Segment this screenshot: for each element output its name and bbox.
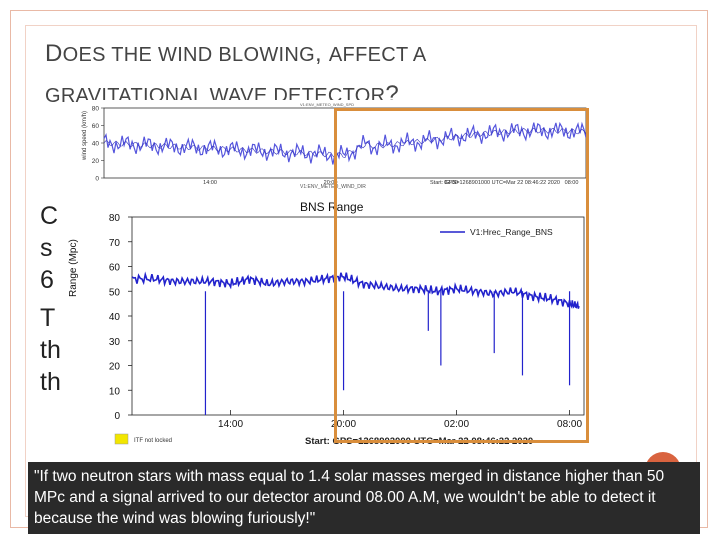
bns-x-ticks: 14:00 20:00 02:00 08:00	[218, 410, 583, 430]
bns-chart-start-text: Start: GPS=1268902000 UTC=Mar 22 08:46:2…	[305, 436, 533, 447]
title-word-1: OES THE WIND BLOWING	[62, 44, 315, 66]
wind-chart-ylabel: wind speed (km/h)	[82, 111, 88, 161]
wind-y-tick-label: 60	[92, 123, 100, 130]
bns-x-tick-label: 14:00	[218, 419, 243, 430]
bns-y-tick-label: 60	[109, 263, 121, 274]
caption-box: "If two neutron stars with mass equal to…	[28, 462, 700, 534]
bns-y-tick-label: 70	[109, 238, 121, 249]
body-fragment-4: th	[40, 336, 61, 364]
title-comma: ,	[314, 40, 329, 67]
wind-x-tick-label: 08:00	[565, 180, 579, 186]
wind-speed-series-envelope	[103, 127, 587, 158]
wind-y-ticks: 0 20 40 60 80	[92, 106, 104, 183]
title-line-1: DOES THE WIND BLOWING, AFFECT A	[45, 34, 665, 75]
bns-chart-svg: BNS Range Range (Mpc) 01020304050607080 …	[68, 200, 585, 447]
bns-y-tick-label: 80	[109, 213, 121, 224]
title-cap: D	[45, 40, 63, 67]
caption-cut-fragment	[36, 449, 276, 457]
body-text-fragments: C s 6 T th th	[40, 200, 110, 398]
wind-plot-frame	[103, 107, 587, 179]
wind-y-tick-label: 20	[92, 158, 100, 165]
wind-x-tick-label: 02:00	[444, 180, 458, 186]
wind-chart-title: V1:ENV_METEO_WIND_SPD	[300, 102, 354, 107]
wind-speed-chart: V1:ENV_METEO_WIND_SPD wind speed (km/h) …	[80, 100, 590, 196]
bns-y-tick-label: 0	[114, 411, 120, 422]
bns-range-chart: BNS Range Range (Mpc) 0 10 20 30 40 50 60 70 80 …	[60, 197, 592, 452]
bns-x-tick-label: 20:00	[331, 419, 356, 430]
bns-plot-frame	[131, 216, 585, 416]
wind-chart-start-text: Start: GPS=1268901000 UTC=Mar 22 08:46:2…	[430, 180, 560, 186]
itf-legend-swatch	[114, 433, 129, 445]
bns-y-tick-label: 30	[109, 337, 121, 348]
wind-x-ticks: 14:00 20:00 02:00 08:00	[203, 180, 578, 186]
itf-legend-label: ITF not locked	[134, 438, 172, 444]
caption-quote: "If two neutron stars with mass equal to…	[34, 468, 665, 527]
title-word-2: AFFECT A	[328, 44, 427, 66]
bns-chart-title: BNS Range	[300, 200, 364, 214]
bns-y-tick-label: 40	[109, 312, 121, 323]
bns-glitch-dips	[204, 291, 571, 415]
bns-x-tick-label: 08:00	[557, 419, 582, 430]
bns-y-tick-label: 50	[109, 287, 121, 298]
wind-chart-bottom-label: V1:ENV_METEO_WIND_DIR	[300, 184, 366, 190]
wind-chart-svg: V1:ENV_METEO_WIND_SPD wind speed (km/h) …	[82, 102, 587, 190]
wind-y-tick-label: 0	[95, 176, 99, 183]
bns-chart-ylabel: Range (Mpc)	[68, 239, 79, 297]
wind-y-tick-label: 80	[92, 106, 100, 113]
legend-entry: V1:Hrec_Range_BNS	[470, 227, 553, 237]
bns-y-tick-label: 10	[109, 386, 121, 397]
bns-y-tick-label: 20	[109, 362, 121, 373]
body-fragment-3: T	[40, 304, 56, 332]
wind-x-tick-label: 20:00	[324, 180, 338, 186]
bns-range-series	[131, 271, 580, 309]
wind-y-tick-label: 40	[92, 141, 100, 148]
bns-x-tick-label: 02:00	[444, 419, 469, 430]
body-fragment-0: C	[40, 202, 59, 230]
bns-y-ticks: 0 10 20 30 40 50 60 70 80	[109, 213, 132, 422]
body-fragment-2: 6	[40, 266, 54, 294]
body-fragment-5: th	[40, 368, 61, 396]
body-fragment-1: s	[40, 234, 53, 262]
wind-x-tick-label: 14:00	[203, 180, 217, 186]
